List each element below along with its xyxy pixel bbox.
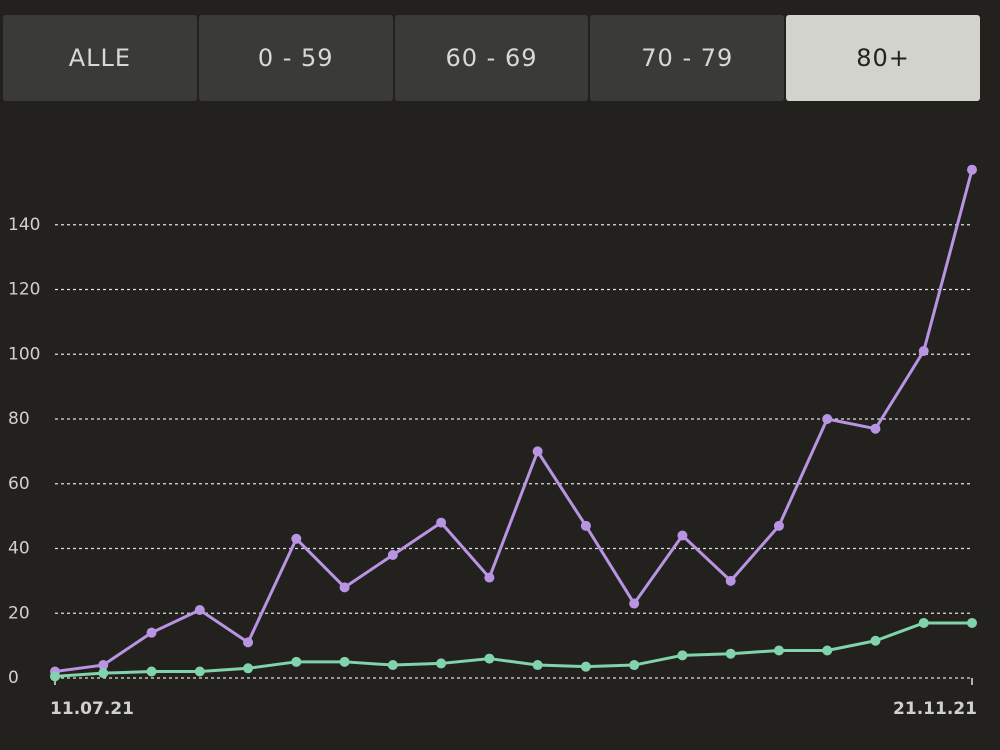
point (146, 627, 157, 638)
point (339, 656, 350, 667)
point (484, 653, 495, 664)
point (870, 635, 881, 646)
point (339, 582, 350, 593)
point (580, 661, 591, 672)
age-tab[interactable]: 0 - 59 (198, 15, 393, 101)
line (54, 621, 972, 678)
point (870, 423, 881, 434)
point (822, 414, 833, 424)
point (387, 660, 398, 671)
y-tick-label: 40 (8, 539, 30, 559)
tab-bar: ALLE 0 - 59 60 - 69 70 - 79 80+ (3, 15, 980, 101)
point (629, 598, 640, 609)
y-tick-label: 100 (8, 344, 40, 364)
x-tick-label: 21.11.21 (893, 699, 977, 719)
point (580, 520, 591, 531)
point (725, 575, 736, 586)
point (50, 671, 60, 682)
point (194, 666, 205, 677)
point (677, 650, 688, 661)
point (822, 645, 833, 656)
point (243, 663, 254, 674)
age-tab[interactable]: ALLE (3, 15, 197, 101)
point (98, 660, 109, 671)
point (918, 617, 929, 628)
point (967, 617, 977, 628)
y-tick-label: 0 (8, 668, 19, 688)
point (532, 446, 543, 457)
point (436, 658, 447, 669)
point (387, 549, 398, 560)
age-tab[interactable]: 60 - 69 (394, 15, 589, 101)
y-tick-label: 140 (8, 215, 40, 235)
point (436, 517, 447, 528)
line (54, 169, 974, 674)
point (484, 572, 495, 583)
y-tick-label: 20 (8, 603, 30, 623)
point (194, 605, 205, 616)
point (918, 346, 929, 357)
age-tab[interactable]: 70 - 79 (590, 15, 785, 101)
x-tick-label: 11.07.21 (50, 699, 134, 719)
point (291, 656, 302, 667)
point (629, 660, 640, 671)
point (773, 520, 784, 531)
y-tick-label: 60 (8, 474, 30, 494)
point (773, 645, 784, 656)
point (725, 648, 736, 659)
point (677, 530, 688, 541)
point (146, 666, 157, 677)
age-tab[interactable]: 80+ (786, 15, 980, 101)
y-tick-label: 80 (8, 409, 30, 429)
point (243, 637, 254, 648)
point (291, 533, 302, 544)
point (98, 668, 109, 679)
point (967, 164, 977, 175)
point (532, 660, 543, 671)
y-tick-label: 120 (8, 280, 40, 300)
